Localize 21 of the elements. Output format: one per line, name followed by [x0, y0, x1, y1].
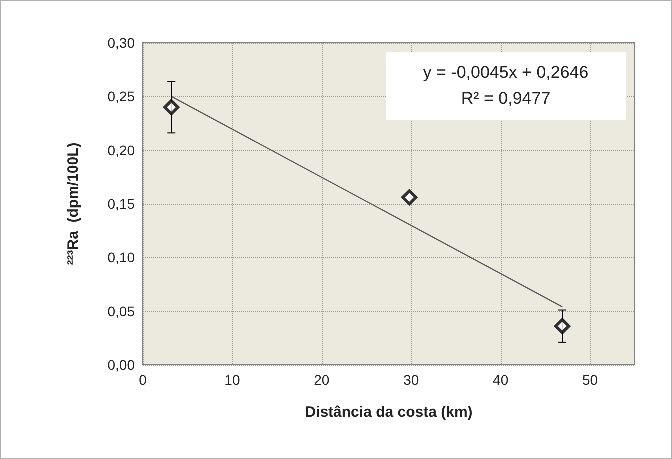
y-tick-label: 0,00: [108, 357, 136, 373]
x-axis-title: Distância da costa (km): [305, 404, 473, 421]
y-tick-label: 0,05: [108, 303, 136, 320]
y-tick-label: 0,15: [108, 196, 136, 212]
y-tick-label: 0,20: [108, 142, 136, 158]
x-tick-label: 20: [314, 372, 330, 388]
equation-box: y = -0,0045x + 0,2646 R² = 0,9477: [386, 52, 626, 120]
annotation: R² = 0,9477: [460, 88, 552, 110]
annotation: y = -0,0045x + 0,2646: [422, 62, 590, 84]
y-tick-label: 0,30: [108, 35, 136, 51]
point: [554, 318, 571, 334]
y-tick-label: 0,25: [108, 88, 136, 105]
y-axis-title: ²²³Ra (dpm/100L): [65, 142, 82, 266]
y-tick-label: 0,10: [108, 250, 136, 266]
point: [402, 190, 418, 206]
x-tick-label: 30: [404, 372, 420, 388]
x-tick-label: 50: [582, 372, 598, 388]
x-tick-label: 10: [224, 372, 240, 388]
point: [164, 99, 180, 116]
x-tick-label: 0: [139, 372, 148, 388]
x-tick-label: 40: [493, 372, 509, 388]
